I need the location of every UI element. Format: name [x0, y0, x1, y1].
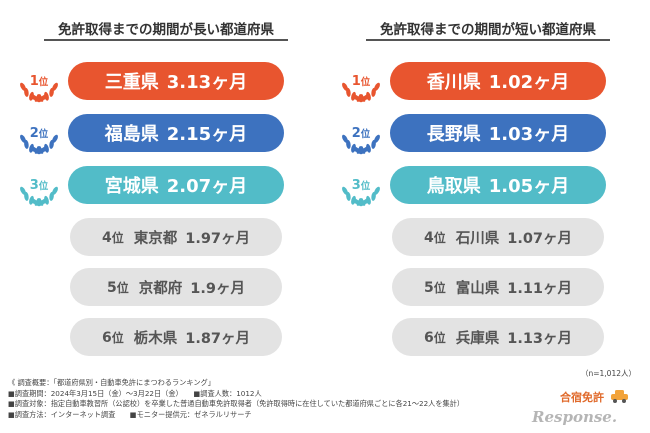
- prefecture-label: 三重県: [104, 72, 159, 93]
- ranking-row: 4位 石川県 1.07ヶ月: [338, 218, 638, 258]
- rank-badge-label: 1位: [351, 74, 371, 89]
- gasshuku-menkyo-logo: 合宿免許: [560, 389, 640, 429]
- laurel-wreath-icon: [342, 134, 380, 155]
- response-watermark: Response.: [532, 408, 618, 426]
- ranking-row: 5位 京都府 1.9ヶ月: [16, 268, 316, 308]
- top-rank-pill: 宮城県 2.07ヶ月: [68, 166, 284, 204]
- prefecture-label: 栃木県: [133, 330, 178, 347]
- laurel-wreath-icon: [20, 82, 58, 103]
- prefecture-label: 富山県: [455, 280, 500, 297]
- survey-note-line: ■調査対象：指定自動車教習所（公認校）を卒業した普通自動車免許取得者（免許取得時…: [8, 399, 465, 408]
- period-value-label: 1.97ヶ月: [185, 230, 251, 247]
- period-value-label: 2.15ヶ月: [166, 124, 248, 145]
- rank-badge-label: 3位: [29, 178, 49, 193]
- short-panel-title: 免許取得までの期間が短い都道府県: [380, 22, 596, 38]
- long-panel-title: 免許取得までの期間が長い都道府県: [58, 22, 274, 38]
- prefecture-label: 鳥取県: [426, 176, 481, 197]
- rank-badge-label: 1位: [29, 74, 49, 89]
- ranking-row: 6位 栃木県 1.87ヶ月: [16, 318, 316, 358]
- long-title-underline: [44, 39, 288, 41]
- rank-pill: 5位 富山県 1.11ヶ月: [392, 268, 604, 306]
- prefecture-label: 宮城県: [104, 176, 159, 197]
- rank-label: 5位: [423, 279, 446, 296]
- laurel-wreath-icon: [20, 134, 58, 155]
- rank-label: 4位: [101, 229, 124, 246]
- prefecture-label: 東京都: [133, 230, 178, 247]
- period-value-label: 1.9ヶ月: [190, 280, 245, 297]
- rank-pill: 6位 兵庫県 1.13ヶ月: [392, 318, 604, 356]
- short-title-underline: [366, 39, 610, 41]
- rank-label: 6位: [423, 329, 446, 346]
- top-rank-pill: 福島県 2.15ヶ月: [68, 114, 284, 152]
- top-rank-pill: 長野県 1.03ヶ月: [390, 114, 606, 152]
- period-value-label: 1.05ヶ月: [488, 176, 570, 197]
- rank-badge-label: 2位: [351, 126, 371, 141]
- sample-size-note: （n=1,012人）: [580, 369, 636, 378]
- rank-badge-label: 2位: [29, 126, 49, 141]
- prefecture-label: 石川県: [455, 230, 500, 247]
- top-rank-pill: 三重県 3.13ヶ月: [68, 62, 284, 100]
- period-value-label: 1.02ヶ月: [488, 72, 570, 93]
- ranking-row: 3位 宮城県 2.07ヶ月: [16, 166, 316, 207]
- prefecture-label: 長野県: [426, 124, 481, 145]
- ranking-row: 2位 長野県 1.03ヶ月: [338, 114, 638, 155]
- ranking-row: 6位 兵庫県 1.13ヶ月: [338, 318, 638, 358]
- rank-label: 5位: [107, 279, 129, 296]
- rank-badge-label: 3位: [351, 178, 371, 193]
- logo-text: 合宿免許: [560, 391, 604, 404]
- laurel-wreath-icon: [342, 186, 380, 207]
- ranking-row: 3位 鳥取県 1.05ヶ月: [338, 166, 638, 207]
- prefecture-label: 京都府: [138, 280, 183, 297]
- rank-label: 6位: [101, 329, 124, 346]
- rank-pill: 5位 京都府 1.9ヶ月: [70, 268, 282, 306]
- rank-pill: 4位 東京都 1.97ヶ月: [70, 218, 282, 256]
- period-value-label: 1.03ヶ月: [488, 124, 570, 145]
- prefecture-label: 福島県: [104, 124, 159, 145]
- top-rank-pill: 香川県 1.02ヶ月: [390, 62, 606, 100]
- laurel-wreath-icon: [342, 82, 380, 103]
- period-value-label: 1.11ヶ月: [507, 280, 573, 297]
- ranking-row: 4位 東京都 1.97ヶ月: [16, 218, 316, 258]
- survey-notes: 《 調査概要：「都道府県別・自動車免許にまつわるランキング」 ■調査期間：202…: [8, 378, 528, 420]
- survey-note-line: 《 調査概要：「都道府県別・自動車免許にまつわるランキング」: [8, 378, 215, 387]
- period-value-label: 1.13ヶ月: [507, 330, 573, 347]
- top-rank-pill: 鳥取県 1.05ヶ月: [390, 166, 606, 204]
- rank-label: 4位: [423, 229, 446, 246]
- ranking-row: 5位 富山県 1.11ヶ月: [338, 268, 638, 308]
- prefecture-label: 兵庫県: [455, 330, 500, 347]
- period-value-label: 1.07ヶ月: [507, 230, 573, 247]
- rank-pill: 6位 栃木県 1.87ヶ月: [70, 318, 282, 356]
- period-value-label: 3.13ヶ月: [166, 72, 248, 93]
- car-icon: [611, 390, 628, 403]
- ranking-row: 1位 香川県 1.02ヶ月: [338, 62, 638, 103]
- rank-pill: 4位 石川県 1.07ヶ月: [392, 218, 604, 256]
- survey-note-line: ■調査方法：インターネット調査 ■モニター提供元：ゼネラルリサーチ: [8, 409, 252, 419]
- survey-note-line: ■調査期間：2024年3月15日（金）～3月22日（金） ■調査人数：1012人: [8, 388, 262, 398]
- ranking-row: 2位 福島県 2.15ヶ月: [16, 114, 316, 155]
- prefecture-label: 香川県: [426, 72, 481, 93]
- period-value-label: 1.87ヶ月: [185, 330, 251, 347]
- laurel-wreath-icon: [20, 186, 58, 207]
- period-value-label: 2.07ヶ月: [166, 176, 248, 197]
- ranking-row: 1位 三重県 3.13ヶ月: [16, 62, 316, 103]
